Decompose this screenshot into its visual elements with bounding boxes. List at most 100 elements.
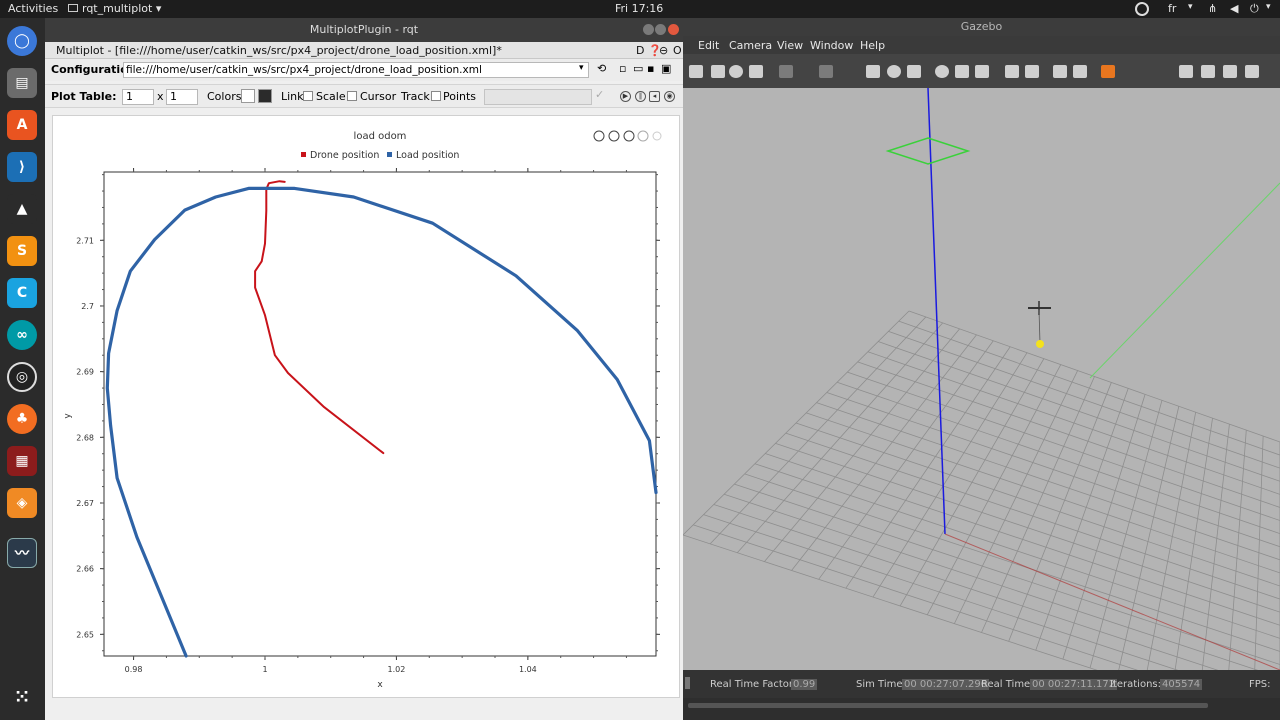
clear-icon[interactable] xyxy=(608,130,620,142)
export-icon[interactable] xyxy=(623,130,635,142)
play-icon[interactable]: ▶ xyxy=(620,91,631,102)
save-icon[interactable]: ▪ xyxy=(647,62,655,75)
gazebo-titlebar[interactable]: Gazebo xyxy=(683,18,1280,36)
minimize-icon[interactable] xyxy=(643,24,654,35)
link-checkbox[interactable] xyxy=(303,91,313,101)
close-plugin-icon[interactable]: O xyxy=(673,44,682,57)
menu-help[interactable]: Help xyxy=(860,39,886,52)
link-label: Link xyxy=(281,90,304,103)
fruity-icon[interactable]: ♣ xyxy=(7,404,37,434)
copy-icon[interactable] xyxy=(1005,65,1019,78)
translate-icon[interactable] xyxy=(711,65,725,78)
new-file-icon[interactable]: ▫ xyxy=(619,62,627,75)
export-icon[interactable]: ◉ xyxy=(664,91,675,102)
sublime-icon[interactable]: S xyxy=(7,236,37,266)
spot-light-icon[interactable] xyxy=(955,65,969,78)
rotate-icon[interactable] xyxy=(729,65,743,78)
obs-icon[interactable]: ◎ xyxy=(7,362,37,392)
cursor-checkbox[interactable] xyxy=(347,91,357,101)
activities-button[interactable]: Activities xyxy=(8,2,59,15)
select-icon[interactable] xyxy=(689,65,703,78)
close-icon[interactable] xyxy=(668,24,679,35)
menu-camera[interactable]: Camera xyxy=(729,39,773,52)
network-icon[interactable]: ⋔ xyxy=(1208,2,1218,15)
pause-icon[interactable] xyxy=(593,130,605,142)
software-center-icon[interactable]: A xyxy=(7,110,37,140)
menu-window[interactable]: Window xyxy=(810,39,854,52)
points-checkbox[interactable] xyxy=(431,91,441,101)
pause-icon[interactable] xyxy=(685,677,690,689)
align-icon[interactable] xyxy=(1053,65,1067,78)
chromium-icon[interactable]: ◯ xyxy=(7,26,37,56)
drone-model[interactable] xyxy=(1028,301,1051,344)
apps-grid-icon[interactable]: ⁙ xyxy=(14,686,30,708)
plot-icon[interactable] xyxy=(1223,65,1237,78)
clock[interactable]: Fri 17:16 xyxy=(615,2,664,15)
volume-icon[interactable]: ◀ xyxy=(1230,2,1239,15)
power-icon[interactable]: ⏻ xyxy=(1250,2,1259,15)
language-indicator[interactable]: fr xyxy=(1168,2,1177,15)
maximize-icon[interactable] xyxy=(655,24,666,35)
series xyxy=(105,180,658,658)
grid-line xyxy=(683,534,1098,670)
x-tick-label: 0.98 xyxy=(125,665,143,674)
point-light-icon[interactable] xyxy=(935,65,949,78)
snap-icon[interactable] xyxy=(1073,65,1087,78)
arduino-icon[interactable]: ∞ xyxy=(7,320,37,350)
directional-light-icon[interactable] xyxy=(975,65,989,78)
fps-label: FPS: xyxy=(1249,679,1271,690)
undo-icon[interactable] xyxy=(779,65,793,78)
chevron-down-icon: ▾ xyxy=(152,2,162,15)
vscode-icon[interactable]: ⟩ xyxy=(7,152,37,182)
zoom-icon[interactable] xyxy=(652,131,662,141)
codeblocks-icon[interactable]: C xyxy=(7,278,37,308)
reload-icon[interactable]: ⊖ xyxy=(659,44,669,57)
sphere-icon[interactable] xyxy=(887,65,901,78)
pause-icon[interactable]: ∥ xyxy=(635,91,646,102)
grid-line xyxy=(723,493,1259,670)
foreground-color-button[interactable] xyxy=(258,89,272,103)
help-icon[interactable]: D ❓ xyxy=(636,44,662,57)
redo-icon[interactable] xyxy=(819,65,833,78)
times-label: x xyxy=(157,90,164,103)
change-view-icon[interactable] xyxy=(1101,65,1115,78)
cylinder-icon[interactable] xyxy=(907,65,921,78)
menu-view[interactable]: View xyxy=(777,39,804,52)
settings-icon[interactable] xyxy=(637,130,649,142)
scale-icon[interactable] xyxy=(749,65,763,78)
open-folder-icon[interactable]: ▭ xyxy=(633,62,644,75)
plot-area[interactable]: load odom Drone position Load position 0.… xyxy=(52,115,680,698)
multiplot-subtitle: Multiplot - [file:///home/user/catkin_ws… xyxy=(45,42,683,59)
grid-line xyxy=(1118,406,1180,670)
background-color-button[interactable] xyxy=(241,89,255,103)
menu-edit[interactable]: Edit xyxy=(698,39,720,52)
gazebo-3d-viewport[interactable] xyxy=(683,88,1280,670)
horizontal-scrollbar[interactable] xyxy=(688,703,1208,708)
screenshot-icon[interactable] xyxy=(1179,65,1193,78)
save-as-icon[interactable]: ▣ xyxy=(661,62,672,75)
system-monitor-icon[interactable]: 〰 xyxy=(7,538,37,568)
rqt-titlebar[interactable]: MultiplotPlugin - rqt xyxy=(45,18,683,42)
box-icon[interactable] xyxy=(866,65,880,78)
configuration-field[interactable]: file:///home/user/catkin_ws/src/px4_proj… xyxy=(123,62,589,78)
window-title: MultiplotPlugin - rqt xyxy=(309,23,419,36)
load-odom-plot[interactable]: load odom Drone position Load position 0.… xyxy=(53,116,679,697)
log-icon[interactable] xyxy=(1201,65,1215,78)
inkscape-icon[interactable]: ▲ xyxy=(7,194,37,224)
obs-tray-icon[interactable] xyxy=(1135,2,1149,16)
check-icon[interactable]: ✓ xyxy=(595,88,605,101)
paste-icon[interactable] xyxy=(1025,65,1039,78)
ground-grid xyxy=(683,310,1280,670)
terminal-red-icon[interactable]: ▦ xyxy=(7,446,37,476)
rows-spinbox[interactable]: 1 xyxy=(122,89,154,105)
clear-icon[interactable]: ◂ xyxy=(649,91,660,102)
chevron-down-icon[interactable]: ▾ xyxy=(579,63,584,73)
cols-spinbox[interactable]: 1 xyxy=(166,89,198,105)
video-icon[interactable] xyxy=(1245,65,1259,78)
stack-icon[interactable]: ◈ xyxy=(7,488,37,518)
x-axis-line xyxy=(944,533,1280,670)
load-sphere[interactable] xyxy=(1036,340,1044,348)
files-icon[interactable]: ▤ xyxy=(7,68,37,98)
refresh-icon[interactable]: ⟲ xyxy=(597,62,607,75)
app-menu[interactable]: rqt_multiplot ▾ xyxy=(68,2,161,15)
